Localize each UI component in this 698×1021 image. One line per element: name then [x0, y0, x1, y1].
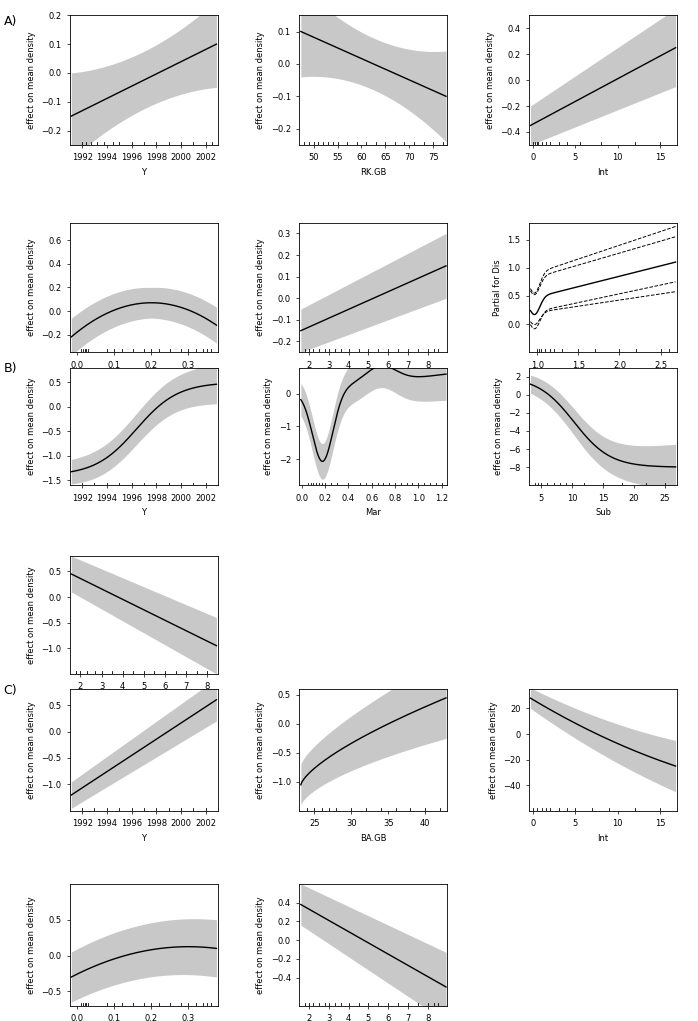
Y-axis label: effect on mean density: effect on mean density	[27, 566, 36, 664]
Y-axis label: Partial for Dis: Partial for Dis	[493, 259, 502, 315]
X-axis label: RK.GB: RK.GB	[360, 167, 387, 177]
Y-axis label: effect on mean density: effect on mean density	[493, 378, 503, 476]
Y-axis label: effect on mean density: effect on mean density	[27, 239, 36, 336]
X-axis label: Int: Int	[597, 167, 609, 177]
Y-axis label: effect on mean density: effect on mean density	[265, 378, 273, 476]
Y-axis label: effect on mean density: effect on mean density	[486, 32, 495, 129]
Y-axis label: effect on mean density: effect on mean density	[27, 378, 36, 476]
Y-axis label: effect on mean density: effect on mean density	[27, 701, 36, 798]
X-axis label: Y: Y	[142, 508, 147, 518]
Y-axis label: effect on mean density: effect on mean density	[256, 701, 265, 798]
X-axis label: Mar: Mar	[366, 508, 381, 518]
Y-axis label: effect on mean density: effect on mean density	[256, 32, 265, 129]
Y-axis label: effect on mean density: effect on mean density	[27, 32, 36, 129]
X-axis label: Sqrt2BAb: Sqrt2BAb	[354, 375, 393, 384]
Text: C): C)	[3, 684, 17, 697]
Text: A): A)	[3, 15, 17, 29]
X-axis label: BA.GB: BA.GB	[360, 834, 387, 842]
X-axis label: Y: Y	[142, 834, 147, 842]
X-axis label: Sub: Sub	[595, 508, 611, 518]
Text: B): B)	[3, 362, 17, 376]
Y-axis label: effect on mean density: effect on mean density	[27, 896, 36, 993]
X-axis label: Int: Int	[597, 834, 609, 842]
Y-axis label: effect on mean density: effect on mean density	[489, 701, 498, 798]
X-axis label: Dis: Dis	[596, 375, 609, 384]
X-axis label: Sup: Sup	[136, 375, 152, 384]
X-axis label: Y: Y	[142, 167, 147, 177]
Y-axis label: effect on mean density: effect on mean density	[256, 896, 265, 993]
Y-axis label: effect on mean density: effect on mean density	[256, 239, 265, 336]
X-axis label: Sqrt2BAb: Sqrt2BAb	[124, 696, 163, 706]
